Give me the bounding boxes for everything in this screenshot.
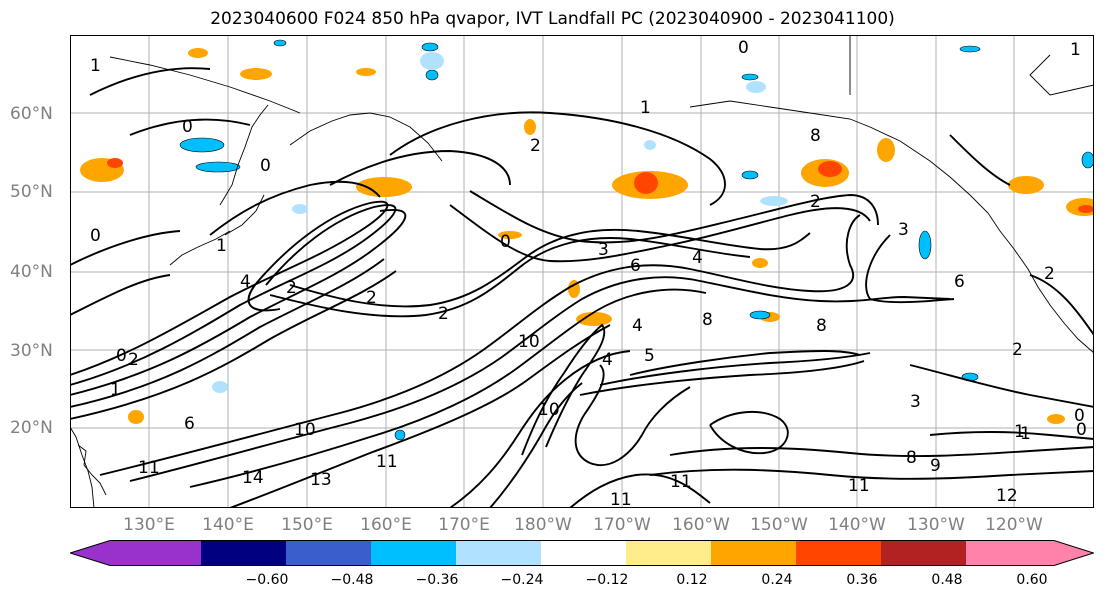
lat-label: 20°N (10, 418, 53, 438)
contour-label: 6 (954, 272, 965, 292)
contour-label: 8 (702, 310, 713, 330)
contour-label: 1 (1070, 40, 1081, 60)
contour-label: 1 (1014, 422, 1025, 442)
contour-label: 0 (1076, 420, 1087, 440)
contour-label: 3 (598, 240, 609, 260)
lon-label: 180°W (514, 515, 572, 535)
contour-label: 8 (810, 126, 821, 146)
contour-labels: 1 0 0 0 0 2 2 2 8 3 0 3 4 6 2 2 4 8 8 10… (90, 38, 1087, 508)
contour-label: 2 (366, 288, 377, 308)
lon-label: 120°W (985, 515, 1043, 535)
lon-label: 150°E (281, 515, 333, 535)
colorbar-segment (711, 540, 796, 566)
colorbar-segment (626, 540, 711, 566)
lon-label: 160°E (360, 515, 412, 535)
colorbar-segment (371, 540, 456, 566)
colorbar-segment (966, 540, 1054, 566)
lon-label: 160°W (672, 515, 730, 535)
lon-label: 130°W (907, 515, 965, 535)
contour-label: 3 (910, 392, 921, 412)
lat-label: 40°N (10, 262, 53, 282)
colorbar-tick-label: −0.60 (245, 572, 289, 588)
colorbar-segment (456, 540, 541, 566)
colorbar-tick-label: 0.48 (931, 572, 963, 588)
contour-label: 9 (930, 456, 941, 476)
contour-label: 13 (310, 470, 332, 490)
lon-label: 130°E (123, 515, 175, 535)
colorbar-segment (541, 540, 626, 566)
colorbar-tick-label: −0.12 (585, 572, 629, 588)
lon-label: 140°E (202, 515, 254, 535)
colorbar (70, 540, 1094, 566)
contour-label: 10 (294, 420, 316, 440)
lon-label: 150°W (750, 515, 808, 535)
contour-label: 11 (848, 476, 870, 496)
contour-label: 0 (1074, 406, 1085, 426)
contour-label: 2 (286, 278, 297, 298)
contour-label: 4 (240, 272, 251, 292)
colorbar-tick-label: −0.48 (330, 572, 374, 588)
contour-label: 2 (1044, 264, 1055, 284)
map-title: 2023040600 F024 850 hPa qvapor, IVT Land… (210, 9, 895, 29)
coastline (70, 35, 1094, 508)
anomaly-fill (80, 39, 1094, 441)
contour-label: 8 (906, 448, 917, 468)
contour-label: 14 (242, 468, 264, 488)
colorbar-tick-label: 0.36 (846, 572, 878, 588)
contour-label: 0 (182, 117, 193, 137)
contour-label: 1 (216, 236, 227, 256)
contour-label: 6 (630, 256, 641, 276)
contour-label: 2 (128, 350, 139, 370)
colorbar-segment (201, 540, 286, 566)
colorbar-segment (796, 540, 881, 566)
contour-label: 1 (110, 380, 121, 400)
lat-label: 60°N (10, 104, 53, 124)
contour-label: 12 (996, 486, 1018, 506)
contour-label: 2 (530, 136, 541, 156)
colorbar-tick-label: 0.60 (1016, 572, 1048, 588)
contour-label: 4 (602, 350, 613, 370)
contour-label: 3 (898, 220, 909, 240)
colorbar-tick-label: 0.24 (761, 572, 793, 588)
contour-label: 11 (610, 490, 632, 508)
contour-label: 6 (184, 414, 195, 434)
map-panel: 1 0 0 0 0 2 2 2 8 3 0 3 4 6 2 2 4 8 8 10… (70, 35, 1094, 508)
lat-label: 30°N (10, 341, 53, 361)
contour-label: 4 (692, 248, 703, 268)
contour-label: 2 (810, 192, 821, 212)
contour-label: 2 (1012, 340, 1023, 360)
contour-label: 1 (640, 98, 651, 118)
lon-label: 170°E (438, 515, 490, 535)
map-frame (70, 35, 1094, 508)
lon-label: 140°W (828, 515, 886, 535)
colorbar-extend-min (70, 540, 110, 566)
contour-label: 11 (376, 452, 398, 472)
ivt-contours (70, 67, 1094, 508)
contour-label: 2 (438, 304, 449, 324)
contour-label: 10 (518, 332, 540, 352)
contour-label: 11 (138, 458, 160, 478)
contour-label: 8 (816, 316, 827, 336)
colorbar-segment (881, 540, 966, 566)
lat-label: 50°N (10, 182, 53, 202)
contour-label: 1 (90, 56, 101, 76)
contour-label: 10 (538, 400, 560, 420)
lon-label: 170°W (593, 515, 651, 535)
contour-label: 0 (116, 346, 127, 366)
colorbar-tick-label: 0.12 (676, 572, 708, 588)
colorbar-tick-label: −0.24 (500, 572, 544, 588)
contour-label: 0 (738, 38, 749, 58)
contour-label: 0 (260, 156, 271, 176)
colorbar-segment (286, 540, 371, 566)
contour-label: 11 (670, 472, 692, 492)
contour-label: 0 (90, 226, 101, 246)
colorbar-extend-max (1054, 540, 1094, 566)
contour-label: 1 (1020, 424, 1031, 444)
contour-label: 5 (644, 346, 655, 366)
colorbar-segment (110, 540, 201, 566)
colorbar-tick-label: −0.36 (415, 572, 459, 588)
contour-label: 4 (632, 316, 643, 336)
contour-label: 0 (500, 232, 511, 252)
